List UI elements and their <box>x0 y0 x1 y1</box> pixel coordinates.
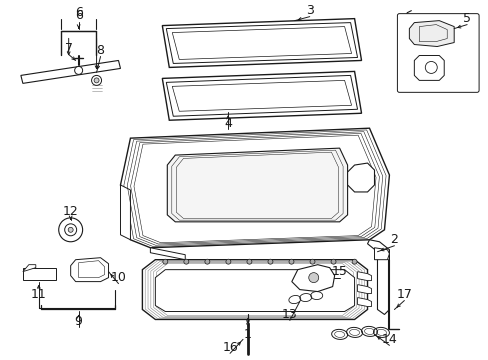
Circle shape <box>288 259 293 264</box>
Polygon shape <box>150 248 185 260</box>
Polygon shape <box>357 285 371 293</box>
Circle shape <box>204 259 209 264</box>
Text: 13: 13 <box>282 308 297 321</box>
Circle shape <box>309 259 314 264</box>
Circle shape <box>225 259 230 264</box>
Circle shape <box>64 224 77 236</box>
Text: 1: 1 <box>244 328 251 341</box>
Text: 6: 6 <box>75 6 82 19</box>
Circle shape <box>425 62 436 73</box>
Text: 14: 14 <box>381 333 397 346</box>
Polygon shape <box>167 148 347 222</box>
Text: 6: 6 <box>75 9 82 22</box>
Polygon shape <box>23 265 36 272</box>
Polygon shape <box>166 75 357 116</box>
Polygon shape <box>71 258 108 282</box>
Text: 8: 8 <box>96 44 104 57</box>
Circle shape <box>246 259 251 264</box>
FancyBboxPatch shape <box>397 14 478 92</box>
Circle shape <box>68 227 73 232</box>
Circle shape <box>75 67 82 75</box>
Circle shape <box>59 218 82 242</box>
Text: 4: 4 <box>224 117 231 130</box>
Circle shape <box>351 259 356 264</box>
Polygon shape <box>120 185 130 240</box>
Circle shape <box>91 75 102 85</box>
Polygon shape <box>347 163 374 192</box>
Text: 17: 17 <box>396 288 411 301</box>
Polygon shape <box>142 260 367 319</box>
Circle shape <box>94 78 99 83</box>
Text: 12: 12 <box>62 205 79 219</box>
Polygon shape <box>162 71 361 120</box>
Circle shape <box>183 259 188 264</box>
Circle shape <box>330 259 335 264</box>
Text: 9: 9 <box>75 315 82 328</box>
Polygon shape <box>291 265 334 292</box>
Polygon shape <box>162 19 361 67</box>
Polygon shape <box>413 55 443 80</box>
Circle shape <box>308 273 318 283</box>
Polygon shape <box>172 27 351 59</box>
Polygon shape <box>166 23 357 63</box>
Circle shape <box>163 259 167 264</box>
Text: 11: 11 <box>31 288 46 301</box>
Polygon shape <box>408 21 453 46</box>
Text: 2: 2 <box>390 233 398 246</box>
Polygon shape <box>155 270 354 311</box>
Polygon shape <box>120 128 388 248</box>
Polygon shape <box>21 60 120 84</box>
Text: 10: 10 <box>110 271 126 284</box>
Polygon shape <box>374 248 388 260</box>
Text: 7: 7 <box>64 42 73 55</box>
Polygon shape <box>357 298 371 306</box>
Text: 3: 3 <box>305 4 313 17</box>
Polygon shape <box>23 268 56 280</box>
Polygon shape <box>357 272 371 280</box>
Text: 5: 5 <box>462 12 470 25</box>
Circle shape <box>267 259 272 264</box>
Text: 16: 16 <box>222 341 238 354</box>
Polygon shape <box>172 80 351 111</box>
Text: 15: 15 <box>331 265 347 278</box>
Polygon shape <box>367 240 388 315</box>
